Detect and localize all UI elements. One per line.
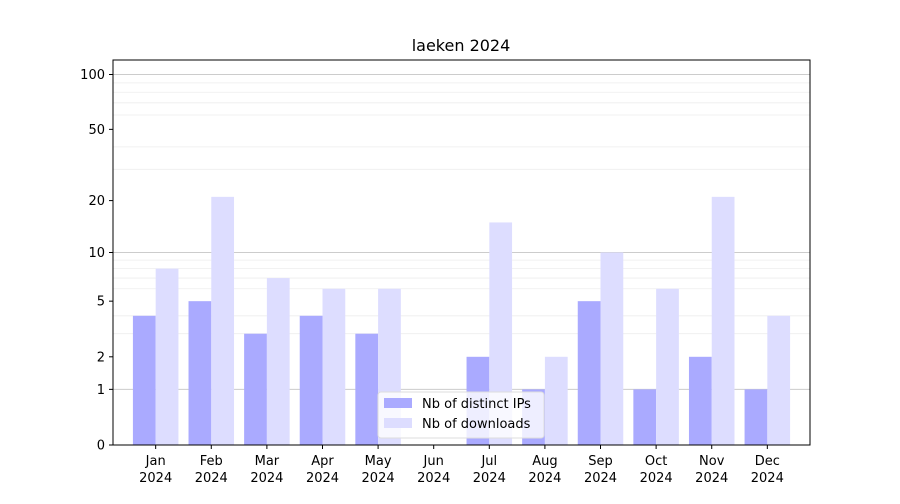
y-tick-label: 10 (88, 246, 105, 261)
x-tick-label-month: Apr (311, 454, 334, 469)
bar-distinct-ips (688, 356, 712, 445)
x-tick-label-month: Jun (423, 454, 444, 469)
bar-downloads (322, 288, 346, 445)
x-tick-label-year: 2024 (751, 471, 784, 486)
bar-distinct-ips (244, 333, 267, 445)
legend-label: Nb of downloads (422, 417, 531, 432)
bar-distinct-ips (577, 301, 601, 445)
bar-distinct-ips (355, 333, 379, 445)
x-tick-label-year: 2024 (362, 471, 395, 486)
x-tick-label-year: 2024 (695, 471, 728, 486)
x-tick-label-month: Nov (699, 454, 725, 469)
x-tick-label-year: 2024 (250, 471, 283, 486)
x-tick-label-month: Sep (588, 454, 613, 469)
y-tick-label: 20 (88, 194, 105, 209)
x-tick-label-month: Mar (255, 454, 280, 469)
legend-label: Nb of distinct IPs (422, 397, 531, 412)
x-tick-label-month: Jan (145, 454, 166, 469)
x-tick-label-year: 2024 (473, 471, 506, 486)
bar-distinct-ips (744, 389, 768, 445)
bar-downloads (600, 252, 624, 445)
x-axis: Jan 2024 Feb 2024 Mar 2024 Apr 2024 May 2024 Jun 20… (139, 445, 784, 486)
legend-swatch (384, 418, 412, 428)
bar-downloads (211, 196, 235, 445)
legend: Nb of distinct IPs Nb of downloads (377, 391, 545, 439)
legend-box (377, 391, 545, 439)
bar-distinct-ips (188, 301, 212, 445)
y-tick-label: 50 (88, 123, 105, 138)
bar-downloads (266, 278, 290, 445)
x-tick-label-year: 2024 (640, 471, 673, 486)
x-tick-label-year: 2024 (528, 471, 561, 486)
bar-downloads (711, 196, 735, 445)
bar-downloads (767, 315, 791, 445)
bar-distinct-ips (633, 389, 657, 445)
bar-downloads (489, 222, 513, 445)
legend-swatch (384, 398, 412, 408)
x-tick-label-month: May (365, 454, 392, 469)
x-tick-label-month: Jul (480, 454, 497, 469)
x-tick-label-month: Aug (532, 454, 557, 469)
x-tick-label-year: 2024 (139, 471, 172, 486)
x-tick-label-year: 2024 (306, 471, 339, 486)
x-tick-label-year: 2024 (195, 471, 228, 486)
x-tick-label-month: Dec (755, 454, 780, 469)
x-tick-label-year: 2024 (417, 471, 450, 486)
y-tick-label: 100 (80, 68, 105, 83)
bar-distinct-ips (132, 315, 156, 445)
bars (132, 196, 791, 445)
x-tick-label-month: Oct (645, 454, 667, 469)
chart-title: laeken 2024 (412, 36, 511, 55)
x-tick-label-month: Feb (200, 454, 223, 469)
y-tick-label: 0 (97, 439, 105, 454)
y-tick-label: 2 (97, 350, 105, 365)
bar-downloads (544, 356, 568, 445)
y-axis: 0 1 2 5 10 20 50 100 (80, 68, 113, 454)
y-tick-label: 5 (97, 295, 105, 310)
bar-distinct-ips (299, 315, 323, 445)
x-tick-label-year: 2024 (584, 471, 617, 486)
bar-downloads (155, 268, 179, 445)
bar-downloads (656, 288, 679, 445)
y-tick-label: 1 (97, 383, 105, 398)
